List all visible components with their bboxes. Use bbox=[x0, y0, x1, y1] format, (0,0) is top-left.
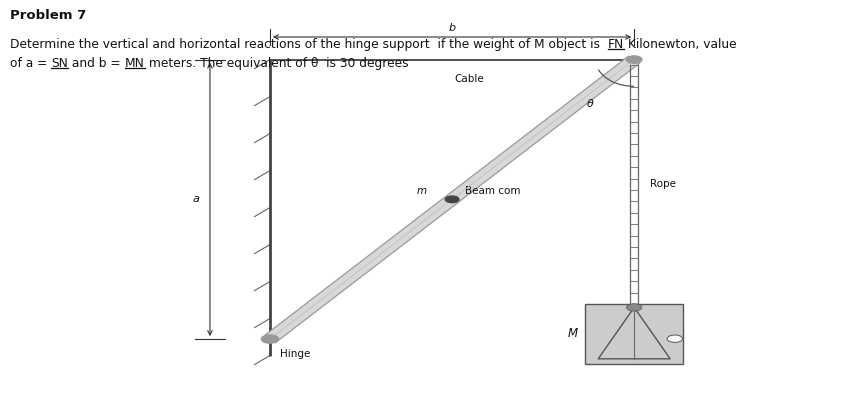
Text: of a =: of a = bbox=[10, 57, 51, 70]
Text: θ: θ bbox=[587, 99, 594, 109]
Text: Kilonewton, value: Kilonewton, value bbox=[624, 38, 737, 51]
Text: MN: MN bbox=[124, 57, 145, 70]
Text: b: b bbox=[448, 23, 456, 33]
Text: Hinge: Hinge bbox=[280, 349, 310, 359]
Bar bbox=[584, 304, 683, 364]
Text: SN: SN bbox=[51, 57, 69, 70]
Text: Rope: Rope bbox=[650, 179, 675, 189]
Text: M: M bbox=[568, 328, 578, 340]
Polygon shape bbox=[264, 56, 640, 342]
Text: and b =: and b = bbox=[69, 57, 124, 70]
Circle shape bbox=[626, 56, 642, 63]
Text: Determine the vertical and horizontal reactions of the hinge support  if the wei: Determine the vertical and horizontal re… bbox=[10, 38, 608, 51]
Text: Cable: Cable bbox=[454, 74, 484, 84]
Text: a: a bbox=[193, 194, 200, 204]
Circle shape bbox=[667, 335, 682, 342]
Circle shape bbox=[261, 335, 279, 343]
Circle shape bbox=[626, 304, 642, 311]
Circle shape bbox=[446, 196, 459, 203]
Text: Beam com: Beam com bbox=[464, 186, 520, 196]
Text: FN: FN bbox=[608, 38, 624, 51]
Text: meters. The equivalent of θ  is 30 degrees: meters. The equivalent of θ is 30 degree… bbox=[145, 57, 408, 70]
Text: m: m bbox=[417, 186, 426, 196]
Text: Problem 7: Problem 7 bbox=[10, 9, 87, 22]
